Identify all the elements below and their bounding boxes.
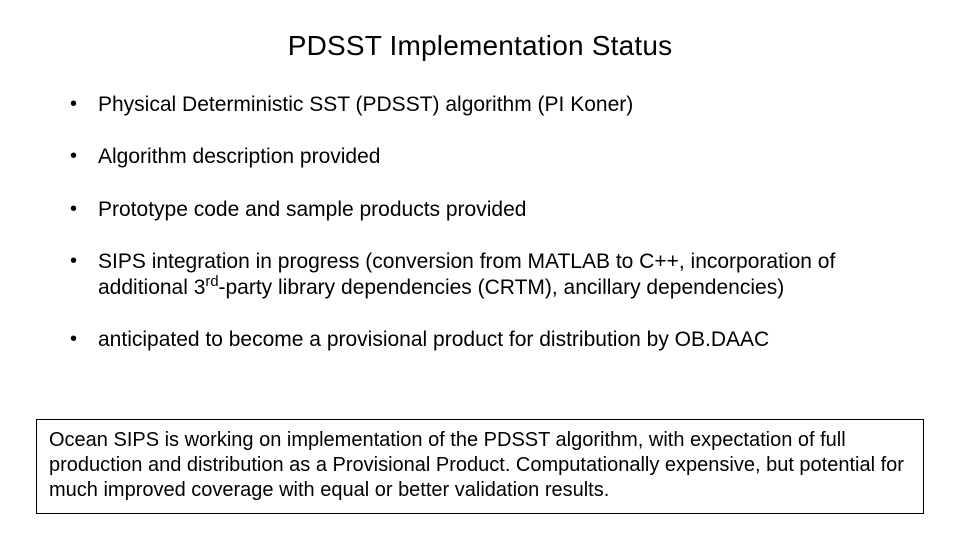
bullet-item: anticipated to become a provisional prod… xyxy=(70,327,910,353)
bullet-item: Algorithm description provided xyxy=(70,144,910,170)
bullet-text: Physical Deterministic SST (PDSST) algor… xyxy=(98,93,633,116)
slide: PDSST Implementation Status Physical Det… xyxy=(0,0,960,540)
bullet-item: Prototype code and sample products provi… xyxy=(70,197,910,223)
bullet-text: Algorithm description provided xyxy=(98,145,380,168)
callout-text: Ocean SIPS is working on implementation … xyxy=(49,429,904,501)
bullet-text: anticipated to become a provisional prod… xyxy=(98,328,769,351)
callout-box: Ocean SIPS is working on implementation … xyxy=(36,419,924,514)
bullet-list: Physical Deterministic SST (PDSST) algor… xyxy=(40,92,920,354)
slide-title: PDSST Implementation Status xyxy=(40,30,920,62)
bullet-item: Physical Deterministic SST (PDSST) algor… xyxy=(70,92,910,118)
bullet-text: Prototype code and sample products provi… xyxy=(98,198,526,221)
bullet-text-sup: rd xyxy=(205,274,218,290)
bullet-item: SIPS integration in progress (conversion… xyxy=(70,249,910,302)
bullet-text-post: -party library dependencies (CRTM), anci… xyxy=(218,276,784,299)
